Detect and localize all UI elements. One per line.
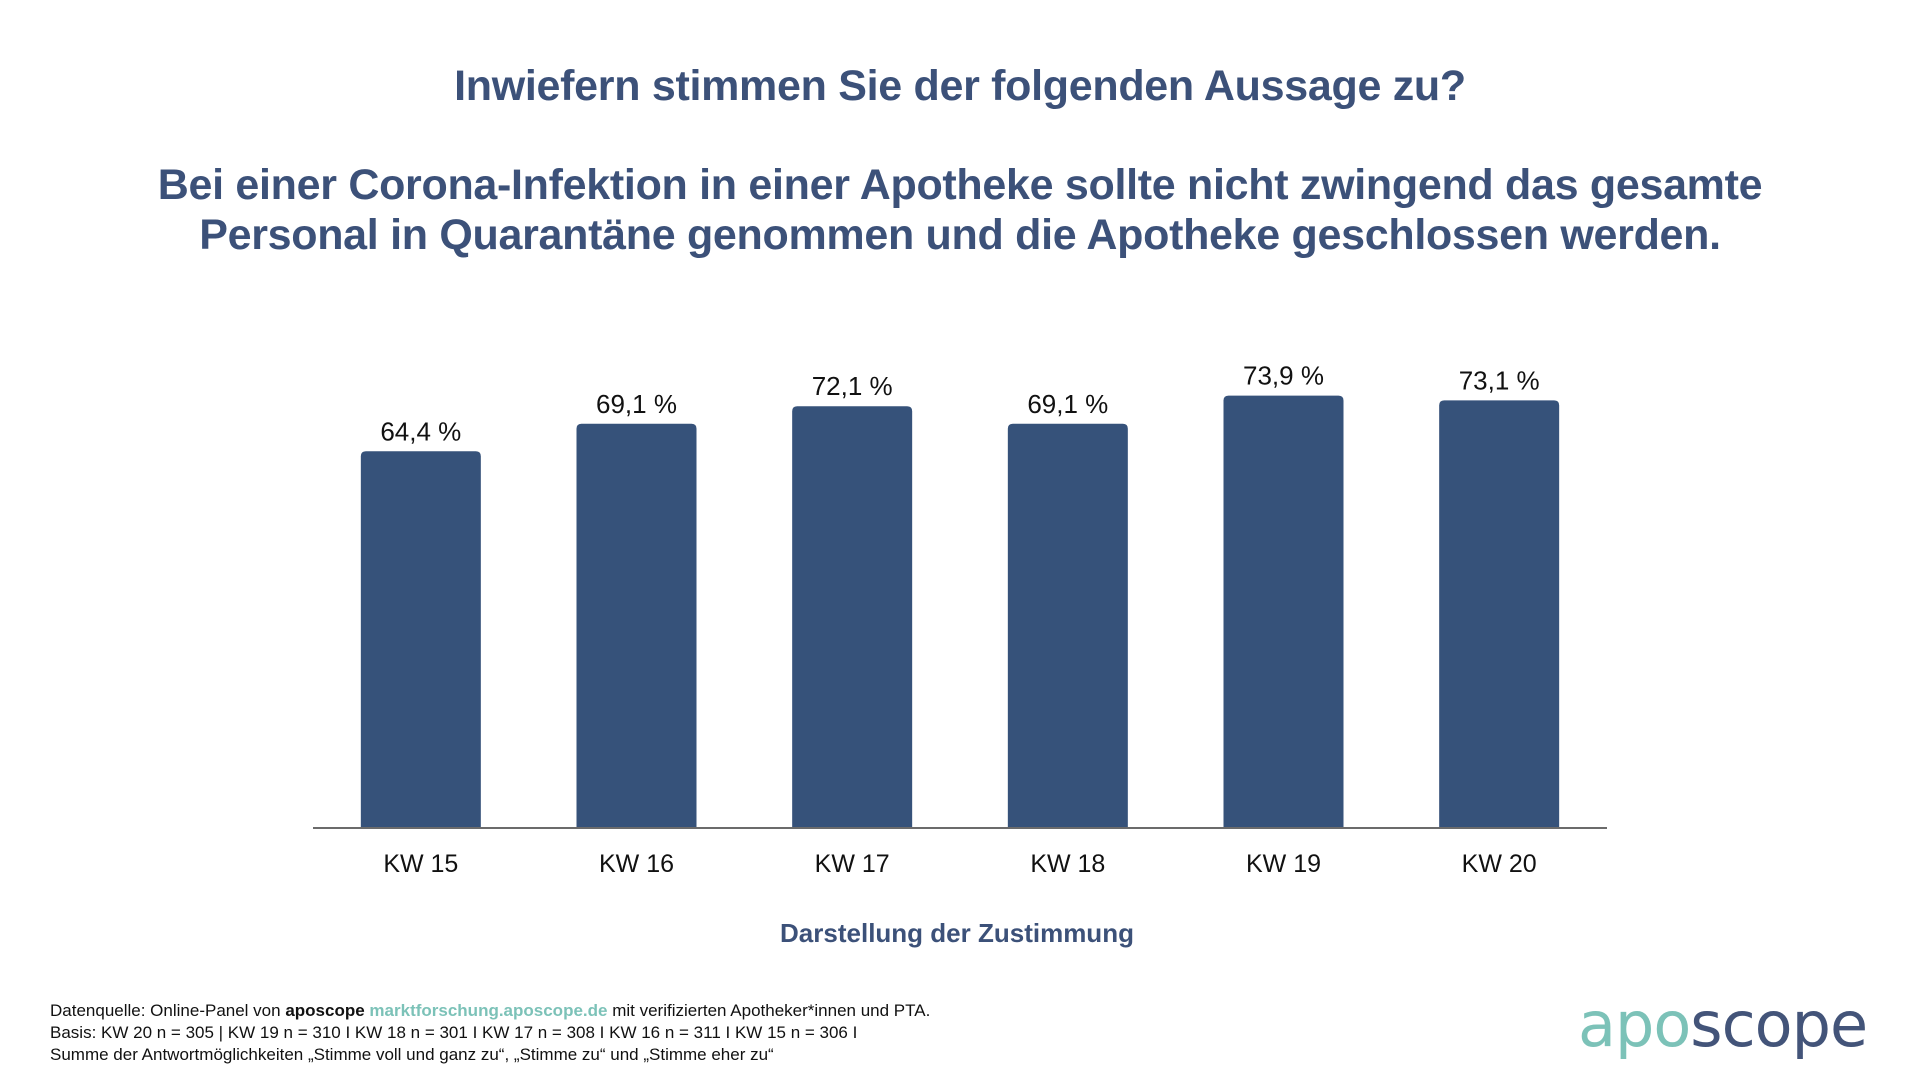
x-axis-title: Darstellung der Zustimmung bbox=[780, 918, 1134, 948]
statement-line-2: Personal in Quarantäne genommen und die … bbox=[199, 211, 1721, 259]
footer-source-line: Datenquelle: Online-Panel von aposcope m… bbox=[50, 1000, 930, 1022]
bar-kw-20 bbox=[1439, 400, 1560, 828]
bar-kw-19 bbox=[1223, 395, 1344, 828]
bar-kw-17 bbox=[792, 406, 913, 828]
x-tick-label: KW 20 bbox=[1462, 850, 1537, 878]
bar-kw-16 bbox=[576, 423, 697, 828]
source-url-link[interactable]: marktforschung.aposcope.de bbox=[369, 1001, 608, 1020]
bar-chart: 64,4 % 69,1 % 72,1 % 69,1 % 73,9 % 73,1 % KW … bbox=[313, 361, 1607, 948]
statement-line-1: Bei einer Corona-Infektion in einer Apot… bbox=[157, 161, 1763, 209]
logo-part-scope: scope bbox=[1690, 988, 1868, 1061]
footer-basis-line: Basis: KW 20 n = 305 | KW 19 n = 310 I K… bbox=[50, 1023, 858, 1042]
value-label: 73,9 % bbox=[1243, 361, 1324, 391]
x-tick-label: KW 18 bbox=[1030, 850, 1105, 878]
bar-kw-15 bbox=[360, 451, 481, 828]
x-tick-label: KW 15 bbox=[383, 850, 458, 878]
value-labels-group: 64,4 % 69,1 % 72,1 % 69,1 % 73,9 % 73,1 % bbox=[380, 361, 1539, 447]
source-brand: aposcope bbox=[285, 1001, 365, 1020]
bar-kw-18 bbox=[1007, 423, 1128, 828]
value-label: 73,1 % bbox=[1459, 365, 1540, 395]
source-prefix: Datenquelle: Online-Panel von bbox=[50, 1001, 286, 1020]
value-label: 69,1 % bbox=[596, 389, 677, 419]
x-tick-label: KW 17 bbox=[815, 850, 890, 878]
logo-part-apo: apo bbox=[1578, 988, 1691, 1061]
aposcope-logo: aposcope bbox=[1578, 988, 1868, 1061]
value-label: 72,1 % bbox=[812, 371, 893, 401]
footer-note-line: Summe der Antwortmöglichkeiten „Stimme v… bbox=[50, 1045, 774, 1064]
x-tick-labels-group: KW 15 KW 16 KW 17 KW 18 KW 19 KW 20 bbox=[383, 850, 1536, 878]
source-suffix: mit verifizierten Apotheker*innen und PT… bbox=[607, 1001, 931, 1020]
chart-question-title: Inwiefern stimmen Sie der folgenden Auss… bbox=[454, 62, 1466, 110]
value-label: 69,1 % bbox=[1027, 389, 1108, 419]
chart-statement-title: Bei einer Corona-Infektion in einer Apot… bbox=[0, 160, 1920, 260]
x-tick-label: KW 19 bbox=[1246, 850, 1321, 878]
x-tick-label: KW 16 bbox=[599, 850, 674, 878]
footer-notes: Datenquelle: Online-Panel von aposcope m… bbox=[50, 1000, 930, 1066]
bars-group bbox=[360, 395, 1560, 828]
value-label: 64,4 % bbox=[380, 416, 461, 446]
